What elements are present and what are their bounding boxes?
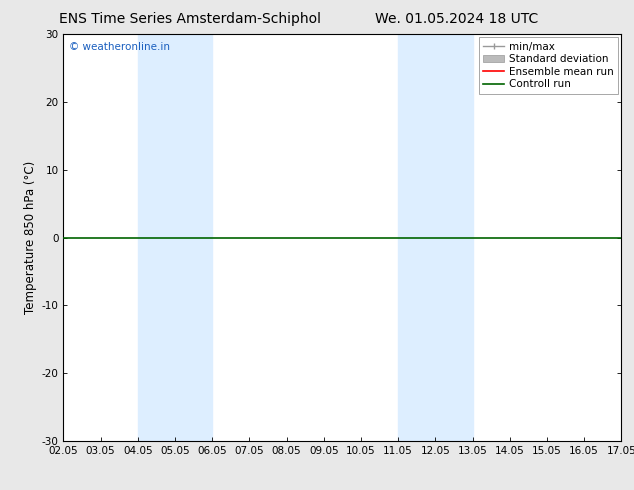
Legend: min/max, Standard deviation, Ensemble mean run, Controll run: min/max, Standard deviation, Ensemble me… bbox=[479, 37, 618, 94]
Text: ENS Time Series Amsterdam-Schiphol: ENS Time Series Amsterdam-Schiphol bbox=[59, 12, 321, 26]
Text: © weatheronline.in: © weatheronline.in bbox=[69, 43, 170, 52]
Bar bbox=[138, 34, 212, 441]
Bar bbox=[398, 34, 472, 441]
Y-axis label: Temperature 850 hPa (°C): Temperature 850 hPa (°C) bbox=[25, 161, 37, 314]
Text: We. 01.05.2024 18 UTC: We. 01.05.2024 18 UTC bbox=[375, 12, 538, 26]
